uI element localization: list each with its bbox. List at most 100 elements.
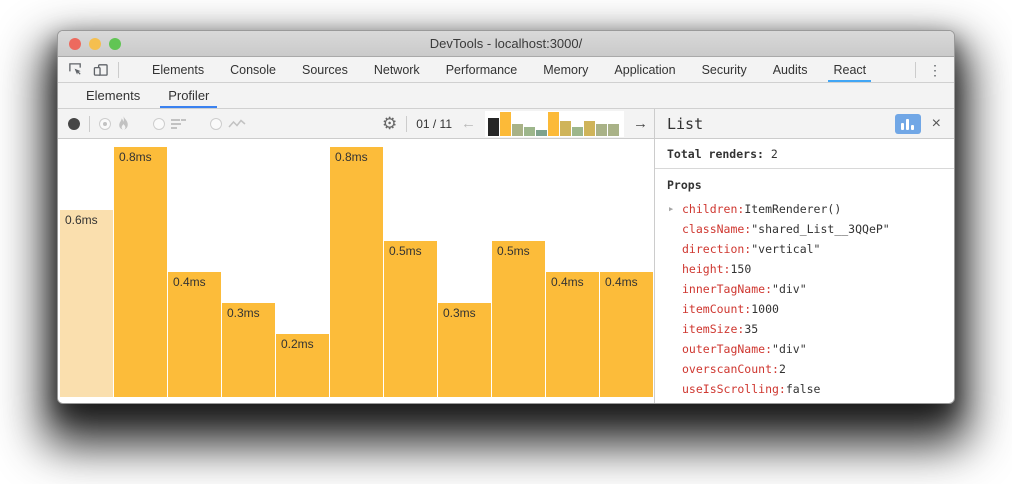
prop-row: itemSize: 35	[667, 319, 954, 339]
close-icon[interactable]: ×	[931, 114, 941, 132]
expand-arrow-icon[interactable]: ▶	[669, 205, 674, 213]
prop-row: overscanCount: 2	[667, 359, 954, 379]
prop-key: useIsScrolling:	[682, 382, 786, 396]
props-section: Props ▶ children: ItemRenderer() className…	[655, 169, 954, 403]
prop-value: "div"	[772, 282, 807, 296]
view-component-chart-button[interactable]	[894, 113, 921, 134]
snapshot-mini-bar[interactable]	[488, 117, 499, 136]
tab-console[interactable]: Console	[230, 62, 276, 77]
snapshot-mini-bar[interactable]	[512, 123, 523, 136]
snapshot-mini-bar[interactable]	[536, 129, 547, 136]
commit-bar[interactable]: 0.4ms	[546, 272, 599, 397]
component-panel-header: List ×	[655, 109, 954, 139]
devtools-tab-bar: Elements Console Sources Network Performance…	[58, 57, 954, 83]
traffic-lights	[69, 31, 121, 56]
snapshot-mini-bar[interactable]	[560, 120, 571, 136]
tab-network[interactable]: Network	[373, 62, 420, 77]
traffic-light-zoom[interactable]	[109, 37, 121, 50]
prop-value: 300	[724, 399, 745, 403]
toolbar-divider	[89, 115, 90, 132]
profiler-left-column: ⚙ 01 / 11 ← → 0.6ms 0.8ms 0.4ms 0.3ms 0.2ms 0…	[58, 109, 654, 403]
commit-bar[interactable]: 0.5ms	[384, 241, 437, 397]
commit-bar-label: 0.3ms	[227, 306, 260, 320]
profiler-main-row: ⚙ 01 / 11 ← → 0.6ms 0.8ms 0.4ms 0.3ms 0.2ms 0…	[58, 109, 954, 403]
prop-value: 35	[744, 322, 759, 336]
snapshot-mini-bar[interactable]	[572, 126, 583, 136]
device-toolbar-icon[interactable]	[93, 62, 108, 77]
snapshot-mini-bar[interactable]	[608, 123, 619, 136]
ranked-chart-icon	[171, 118, 187, 130]
commit-bar-label: 0.3ms	[443, 306, 476, 320]
interactions-radio[interactable]	[210, 117, 222, 130]
commit-bar[interactable]: 0.2ms	[276, 334, 329, 397]
snapshot-mini-bar[interactable]	[548, 111, 559, 136]
snapshot-mini-bar[interactable]	[500, 111, 511, 136]
tab-memory[interactable]: Memory	[543, 62, 589, 77]
flamegraph-radio[interactable]	[99, 117, 111, 130]
tab-security[interactable]: Security	[701, 62, 747, 77]
commit-bar[interactable]: 0.8ms	[330, 147, 383, 397]
settings-gear-icon[interactable]: ⚙	[381, 114, 398, 133]
tab-react[interactable]: React	[820, 57, 879, 82]
prop-key: className:	[682, 222, 752, 236]
commit-bar-chart: 0.6ms 0.8ms 0.4ms 0.3ms 0.2ms 0.8ms 0.5ms 0.3ms…	[58, 139, 654, 403]
ranked-radio[interactable]	[153, 117, 165, 130]
traffic-light-minimize[interactable]	[89, 37, 101, 50]
prop-value: false	[785, 382, 821, 396]
commit-bar[interactable]: 0.3ms	[222, 303, 275, 397]
commit-bar-label: 0.8ms	[119, 150, 152, 164]
next-snapshot-arrow-icon[interactable]: →	[633, 115, 648, 132]
commit-bar[interactable]: 0.5ms	[492, 241, 545, 397]
prop-value: "vertical"	[751, 242, 821, 256]
traffic-light-close[interactable]	[69, 37, 81, 50]
commit-bar-label: 0.4ms	[551, 275, 584, 289]
prop-row: direction: "vertical"	[667, 239, 954, 259]
commit-bar[interactable]: 0.6ms	[60, 210, 113, 397]
toolbar-divider	[915, 61, 916, 78]
commit-bar-label: 0.6ms	[65, 213, 98, 227]
snapshot-counter: 01 / 11	[416, 116, 452, 131]
prop-row: outerTagName: "div"	[667, 339, 954, 359]
flame-icon	[117, 116, 130, 131]
commit-bar[interactable]: 0.4ms	[168, 272, 221, 397]
snapshot-mini-bar[interactable]	[584, 120, 595, 136]
prop-value: ItemRenderer()	[744, 202, 842, 216]
component-details-panel: List × Total renders: 2 Props ▶ children:…	[654, 109, 954, 403]
tab-performance[interactable]: Performance	[445, 62, 518, 77]
profiler-toolbar: ⚙ 01 / 11 ← →	[58, 109, 654, 139]
commit-bar[interactable]: 0.3ms	[438, 303, 491, 397]
tab-elements[interactable]: Elements	[152, 62, 205, 77]
subtab-elements[interactable]: Elements	[86, 88, 141, 103]
more-options-icon[interactable]: ⋮	[928, 61, 942, 78]
prop-row: ▶ children: ItemRenderer()	[667, 199, 954, 219]
previous-snapshot-arrow-icon[interactable]: ←	[461, 115, 476, 132]
commit-bar-label: 0.4ms	[605, 275, 638, 289]
flamegraph-view-option[interactable]	[99, 116, 130, 131]
prop-key: itemCount:	[682, 302, 752, 316]
tab-sources[interactable]: Sources	[301, 62, 348, 77]
prop-key: height:	[682, 262, 731, 276]
window-title: DevTools - localhost:3000/	[429, 36, 583, 51]
interactions-view-option[interactable]	[210, 117, 246, 130]
tab-audits[interactable]: Audits	[772, 62, 808, 77]
subtab-profiler[interactable]: Profiler	[154, 83, 223, 108]
props-heading: Props	[667, 178, 702, 192]
prop-row: useIsScrolling: false	[667, 379, 954, 399]
prop-row: height: 150	[667, 259, 954, 279]
prop-key: outerTagName:	[682, 342, 773, 356]
ranked-view-option[interactable]	[153, 117, 187, 130]
commit-bar-label: 0.5ms	[497, 244, 530, 258]
commit-bar[interactable]: 0.8ms	[114, 147, 167, 397]
toolbar-divider	[118, 61, 119, 78]
prop-key: direction:	[682, 242, 752, 256]
panel-header-buttons: ×	[894, 113, 946, 134]
snapshot-mini-bar[interactable]	[596, 123, 607, 136]
record-button[interactable]	[68, 117, 80, 130]
title-bar[interactable]: DevTools - localhost:3000/	[58, 31, 954, 57]
devtools-window: DevTools - localhost:3000/	[57, 30, 955, 404]
snapshot-mini-bar[interactable]	[524, 126, 535, 136]
tab-application[interactable]: Application	[614, 62, 676, 77]
commit-bar[interactable]: 0.4ms	[600, 272, 653, 397]
inspect-element-icon[interactable]	[68, 62, 83, 77]
